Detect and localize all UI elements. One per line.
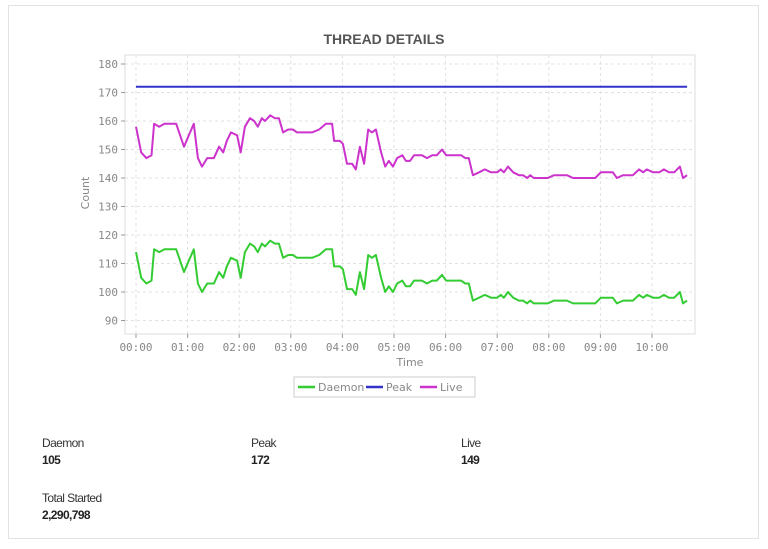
stat-daemon: Daemon 105 [42,436,84,467]
y-tick-label: 120 [98,229,118,242]
series-line-daemon [135,239,688,305]
y-tick-label: 170 [98,87,118,100]
stat-peak-label: Peak [251,436,277,450]
x-tick-label: 09:00 [584,341,617,354]
y-tick-label: 100 [98,286,118,299]
stat-daemon-value: 105 [42,453,61,467]
chart-legend: Daemon Peak Live [293,376,476,398]
stat-daemon-label: Daemon [42,436,84,450]
x-axis-label: Time [396,356,424,369]
x-tick-label: 10:00 [635,341,668,354]
stat-live: Live 149 [461,436,481,467]
y-tick-label: 90 [105,315,118,328]
y-tick-label: 140 [98,172,118,185]
y-tick-label: 160 [98,115,118,128]
series-lines [135,85,688,305]
x-tick-label: 00:00 [119,341,152,354]
x-tick-label: 06:00 [429,341,462,354]
y-tick-label: 180 [98,58,118,71]
stat-peak: Peak 172 [251,436,277,467]
chart-title: THREAD DETAILS [323,31,444,47]
x-tick-label: 04:00 [326,341,359,354]
x-axis: 00:00 01:00 02:00 03:00 04:00 05:00 06:00 07:00… [119,334,669,354]
stat-live-label: Live [461,436,481,450]
thread-details-panel: THREAD DETAILS 90 100 110 120 130 140 150 160 17… [8,5,759,539]
x-tick-label: 02:00 [223,341,256,354]
series-line-live [135,114,688,179]
x-tick-label: 07:00 [481,341,514,354]
x-tick-label: 05:00 [377,341,410,354]
x-tick-label: 03:00 [274,341,307,354]
y-tick-label: 110 [98,258,118,271]
stat-total-started-label: Total Started [42,491,102,505]
stat-total-started-value: 2,290,798 [42,508,91,522]
stat-peak-value: 172 [251,453,270,467]
y-tick-label: 130 [98,201,118,214]
y-axis: 90 100 110 120 130 140 150 160 170 180 [98,58,125,328]
plot-area [124,54,696,335]
legend-label-peak: Peak [386,381,413,394]
x-tick-label: 01:00 [171,341,204,354]
stat-live-value: 149 [461,453,480,467]
stat-total-started: Total Started 2,290,798 [42,491,102,522]
thread-details-chart: THREAD DETAILS 90 100 110 120 130 140 150 160 17… [79,31,696,398]
y-tick-label: 150 [98,144,118,157]
legend-label-live: Live [440,381,463,394]
legend-label-daemon: Daemon [318,381,364,394]
y-axis-label: Count [79,176,92,209]
x-tick-label: 08:00 [532,341,565,354]
